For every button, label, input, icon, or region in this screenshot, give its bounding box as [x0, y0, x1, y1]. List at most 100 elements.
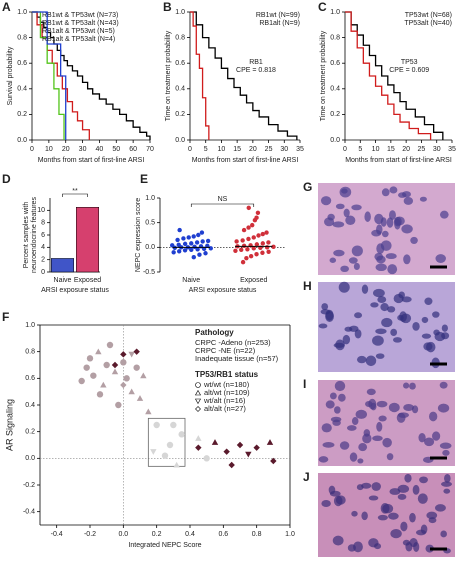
nucleus [338, 393, 346, 402]
legend-entry: RB1wt (N=99) [256, 12, 300, 19]
y-tick-label: 6 [41, 232, 45, 239]
x-axis-label: Months from start of first-line ARSI [192, 157, 299, 164]
x-tick-label: 35 [448, 146, 456, 153]
annotation: ** [72, 188, 78, 195]
nucleus [397, 493, 407, 500]
nucleus [419, 196, 427, 202]
nucleus [421, 333, 432, 339]
y-axis-label: Time on treatment probability [320, 30, 327, 121]
nucleus [441, 332, 450, 340]
nucleus [357, 458, 364, 464]
nucleus [321, 499, 331, 507]
nucleus [329, 257, 337, 263]
nucleus [335, 203, 345, 210]
nucleus [371, 229, 382, 237]
nucleus [439, 381, 448, 389]
dot [260, 241, 265, 246]
x-tick-label: -0.2 [84, 531, 96, 538]
nucleus [365, 401, 373, 408]
x-tick-label: 0.6 [218, 531, 228, 538]
y-tick-label: 2 [41, 257, 45, 264]
significance-bracket [190, 203, 255, 207]
nucleus [434, 504, 446, 512]
nucleus [343, 208, 350, 218]
panel-label: J [303, 470, 310, 484]
legend-symbol [194, 398, 202, 405]
significance-bracket [62, 193, 88, 197]
nucleus [390, 328, 398, 337]
dot [246, 236, 251, 242]
point [236, 441, 244, 449]
dot [195, 247, 200, 252]
dot [240, 238, 245, 243]
point [111, 361, 119, 369]
point [115, 401, 122, 409]
y-tick-label: 0.5 [145, 220, 155, 227]
point [228, 461, 235, 469]
bar [51, 258, 74, 273]
nucleus [321, 303, 329, 311]
nucleus [440, 530, 447, 538]
nucleus [380, 503, 390, 514]
dot [176, 249, 182, 254]
nucleus [388, 402, 400, 413]
x-tick-label: 25 [265, 146, 273, 153]
x-tick-label: 1.0 [285, 531, 295, 538]
dot [200, 239, 205, 244]
nucleus [410, 236, 418, 244]
dot [271, 244, 276, 250]
y-tick-label: 0.6 [175, 60, 185, 67]
y-tick-label: 10 [37, 207, 45, 214]
nucleus [330, 416, 342, 423]
legend-entry: RB1alt & TP53wt (N=5) [42, 28, 115, 35]
dot [199, 230, 205, 235]
point [170, 421, 177, 429]
dot [266, 249, 271, 254]
dot [182, 248, 188, 253]
nucleus [424, 297, 433, 306]
nucleus [401, 224, 413, 234]
y-tick-label: -0.5 [143, 269, 155, 276]
nucleus [341, 188, 348, 194]
point [120, 351, 127, 358]
dot [260, 250, 265, 255]
annotation: RB1 [249, 59, 263, 66]
dot [250, 222, 255, 228]
nucleus [332, 535, 344, 546]
nucleus [351, 204, 362, 211]
x-tick-label: 30 [79, 146, 87, 153]
dot [255, 210, 261, 215]
nucleus [320, 196, 332, 206]
x-tick-label: Exposed [74, 277, 101, 284]
y-tick-label: 0.2 [25, 429, 35, 436]
legend-entry: CRPC -NE (n=22) [195, 346, 256, 355]
annotation: NS [218, 196, 228, 203]
point [173, 461, 180, 468]
nucleus [329, 392, 337, 400]
x-tick-label: 60 [129, 146, 137, 153]
annotation: CPE = 0.818 [236, 67, 276, 74]
nucleus [372, 288, 385, 298]
nucleus [339, 441, 350, 450]
y-tick-label: 1.0 [145, 195, 155, 202]
x-tick-label: 30 [433, 146, 441, 153]
point [111, 368, 119, 375]
nucleus [439, 442, 452, 449]
dot [241, 227, 247, 233]
nucleus [349, 325, 359, 332]
nucleus [385, 253, 397, 260]
nucleus [348, 257, 358, 264]
image-g [318, 183, 455, 275]
y-axis-label: Survival probability [7, 46, 14, 105]
y-tick-label: 0.2 [175, 111, 185, 118]
point [166, 441, 174, 449]
nucleus [403, 254, 411, 265]
legend-entry: CRPC -Adeno (n=253) [195, 338, 271, 347]
nucleus [403, 196, 414, 205]
nucleus [425, 544, 434, 553]
nucleus [338, 281, 350, 293]
nucleus [355, 409, 368, 419]
dot [234, 239, 239, 244]
nucleus [361, 482, 372, 489]
